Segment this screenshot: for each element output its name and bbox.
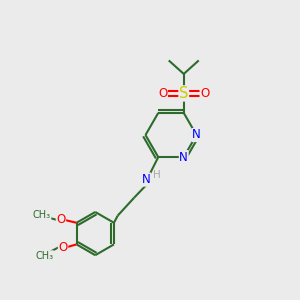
Text: O: O: [200, 87, 209, 100]
Text: N: N: [142, 173, 151, 186]
Text: O: O: [158, 87, 167, 100]
Text: N: N: [179, 151, 188, 164]
Text: O: O: [56, 213, 66, 226]
Text: O: O: [58, 241, 68, 254]
Text: CH₃: CH₃: [35, 251, 53, 261]
Text: CH₃: CH₃: [33, 210, 51, 220]
Text: S: S: [179, 86, 188, 101]
Text: H: H: [154, 170, 161, 180]
Text: N: N: [192, 128, 201, 142]
